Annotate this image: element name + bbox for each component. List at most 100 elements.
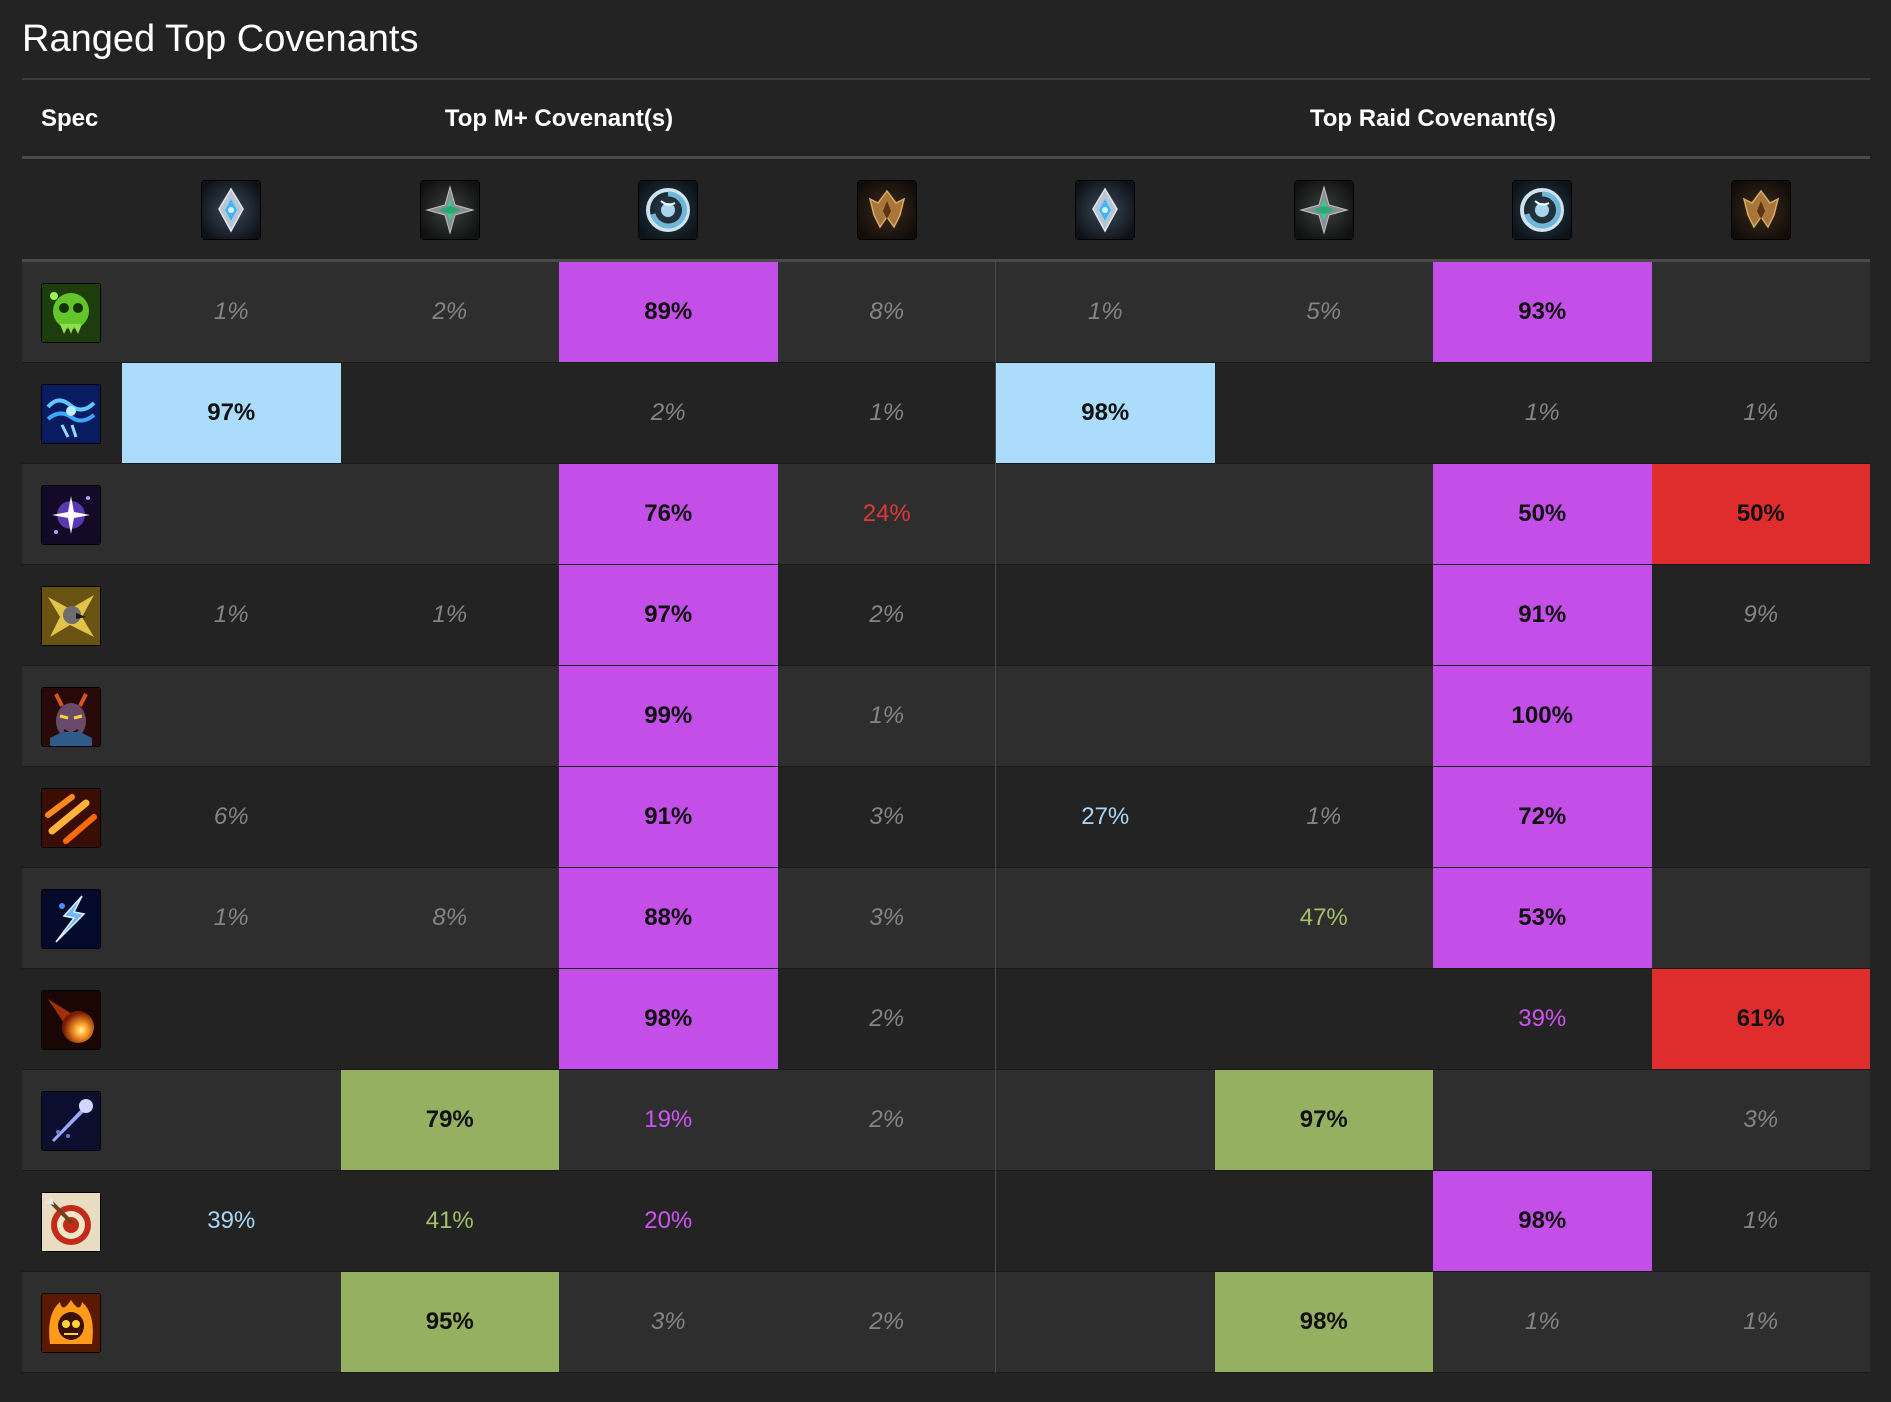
covenant-icon-row bbox=[22, 159, 1870, 259]
raid-necrolord-cell: 72% bbox=[1433, 767, 1652, 867]
mplus-venthyr-cell: 3% bbox=[869, 904, 905, 931]
mplus-kyrian-cell bbox=[122, 1272, 341, 1372]
table-row: 1% 1% 97% 2% 91% 9% bbox=[22, 565, 1870, 666]
mplus-necrolord-cell: 88% bbox=[559, 868, 778, 968]
mplus-necrolord-cell: 99% bbox=[559, 666, 778, 766]
raid-venthyr-cell: 50% bbox=[1651, 464, 1870, 564]
table-row: 76% 24% 50% 50% bbox=[22, 464, 1870, 565]
raid-venthyr-cell: 9% bbox=[1743, 601, 1779, 628]
raid-necrolord-cell: 98% bbox=[1433, 1171, 1652, 1271]
mplus-venthyr-cell: 3% bbox=[869, 803, 905, 830]
raid-night-fae-icon bbox=[1293, 180, 1354, 240]
raid-venthyr-icon bbox=[1730, 180, 1791, 240]
spec-fire-streaks-icon bbox=[41, 788, 101, 848]
header-divider bbox=[22, 156, 1870, 159]
spec-demon-face-icon bbox=[41, 687, 101, 747]
mplus-necrolord-cell: 98% bbox=[559, 969, 778, 1069]
mplus-raid-divider bbox=[995, 262, 996, 1373]
spec-column-header: Spec bbox=[41, 105, 99, 132]
spec-green-skull-icon bbox=[41, 283, 101, 343]
mplus-necrolord-cell: 3% bbox=[650, 1308, 686, 1335]
mplus-night-fae-cell: 41% bbox=[425, 1207, 474, 1234]
raid-kyrian-cell bbox=[996, 565, 1215, 665]
mplus-night-fae-cell: 2% bbox=[432, 298, 468, 325]
mplus-kyrian-cell: 97% bbox=[122, 363, 341, 463]
mplus-night-fae-cell bbox=[341, 363, 560, 463]
raid-night-fae-cell bbox=[1215, 464, 1434, 564]
mplus-kyrian-cell: 1% bbox=[213, 298, 249, 325]
raid-night-fae-cell bbox=[1215, 1171, 1434, 1271]
raid-kyrian-cell: 98% bbox=[996, 363, 1215, 463]
mplus-necrolord-cell: 2% bbox=[650, 399, 686, 426]
raid-necrolord-cell: 93% bbox=[1433, 262, 1652, 362]
mplus-night-fae-cell: 8% bbox=[432, 904, 468, 931]
mplus-venthyr-cell bbox=[778, 1171, 997, 1271]
spec-purple-star-icon bbox=[41, 485, 101, 545]
raid-night-fae-cell: 98% bbox=[1214, 1272, 1433, 1372]
raid-venthyr-cell bbox=[1652, 666, 1871, 766]
raid-kyrian-cell: 1% bbox=[1087, 298, 1123, 325]
mplus-kyrian-cell bbox=[122, 464, 341, 564]
table-row: 79% 19% 2% 97% 3% bbox=[22, 1070, 1870, 1171]
table-row: 95% 3% 2% 98% 1% 1% bbox=[22, 1272, 1870, 1373]
raid-night-fae-cell bbox=[1215, 363, 1434, 463]
table-row: 39% 41% 20% 98% 1% bbox=[22, 1171, 1870, 1272]
mplus-venthyr-cell: 2% bbox=[869, 1106, 905, 1133]
raid-necrolord-cell: 91% bbox=[1433, 565, 1652, 665]
raid-venthyr-cell bbox=[1652, 868, 1871, 968]
raid-night-fae-cell: 5% bbox=[1306, 298, 1342, 325]
mplus-night-fae-cell: 1% bbox=[432, 601, 468, 628]
raid-venthyr-cell bbox=[1652, 262, 1871, 362]
mplus-night-fae-cell: 79% bbox=[340, 1070, 559, 1170]
raid-night-fae-cell bbox=[1215, 666, 1434, 766]
raid-necrolord-cell: 100% bbox=[1433, 666, 1652, 766]
mplus-kyrian-icon bbox=[201, 180, 262, 240]
table-row: 1% 8% 88% 3% 47% 53% bbox=[22, 868, 1870, 969]
raid-kyrian-cell bbox=[996, 464, 1215, 564]
raid-kyrian-cell bbox=[996, 1171, 1215, 1271]
covenant-table-body: 1% 2% 89% 8% 1% 5% 93% 97% 2% 1% 98% 1% 1% 76% 24% 50% 5… bbox=[22, 262, 1870, 1373]
mplus-venthyr-cell: 8% bbox=[869, 298, 905, 325]
raid-kyrian-cell bbox=[996, 969, 1215, 1069]
mplus-venthyr-cell: 2% bbox=[869, 1308, 905, 1335]
mplus-necrolord-cell: 20% bbox=[644, 1207, 693, 1234]
raid-night-fae-cell bbox=[1215, 565, 1434, 665]
mplus-night-fae-cell bbox=[341, 767, 560, 867]
raid-venthyr-cell: 1% bbox=[1743, 399, 1779, 426]
mplus-necrolord-cell: 89% bbox=[559, 262, 778, 362]
table-row: 6% 91% 3% 27% 1% 72% bbox=[22, 767, 1870, 868]
raid-night-fae-cell: 97% bbox=[1214, 1070, 1433, 1170]
table-row: 99% 1% 100% bbox=[22, 666, 1870, 767]
mplus-necrolord-cell: 97% bbox=[559, 565, 778, 665]
raid-column-header: Top Raid Covenant(s) bbox=[1309, 105, 1557, 132]
raid-necrolord-cell bbox=[1433, 1070, 1652, 1170]
raid-necrolord-cell: 1% bbox=[1524, 399, 1560, 426]
mplus-kyrian-cell: 1% bbox=[213, 904, 249, 931]
mplus-necrolord-cell: 91% bbox=[559, 767, 778, 867]
spec-frost-bolt-icon bbox=[41, 1091, 101, 1151]
mplus-kyrian-cell: 39% bbox=[207, 1207, 256, 1234]
table-row: 97% 2% 1% 98% 1% 1% bbox=[22, 363, 1870, 464]
mplus-necrolord-cell: 76% bbox=[559, 464, 778, 564]
mplus-venthyr-icon bbox=[856, 180, 917, 240]
mplus-venthyr-cell: 2% bbox=[869, 601, 905, 628]
mplus-necrolord-icon bbox=[638, 180, 699, 240]
mplus-kyrian-cell bbox=[122, 969, 341, 1069]
spec-blue-wave-icon bbox=[41, 384, 101, 444]
mplus-venthyr-cell: 2% bbox=[869, 1005, 905, 1032]
raid-kyrian-cell bbox=[996, 868, 1215, 968]
raid-venthyr-cell: 1% bbox=[1743, 1207, 1779, 1234]
mplus-night-fae-icon bbox=[419, 180, 480, 240]
raid-necrolord-cell: 50% bbox=[1433, 464, 1652, 564]
raid-kyrian-icon bbox=[1075, 180, 1136, 240]
raid-venthyr-cell bbox=[1652, 767, 1871, 867]
mplus-venthyr-cell: 1% bbox=[869, 399, 905, 426]
raid-necrolord-cell: 53% bbox=[1433, 868, 1652, 968]
title-divider bbox=[22, 78, 1870, 80]
mplus-kyrian-cell bbox=[122, 1070, 341, 1170]
page-title: Ranged Top Covenants bbox=[22, 18, 419, 60]
raid-venthyr-cell: 61% bbox=[1651, 969, 1870, 1069]
raid-night-fae-cell: 47% bbox=[1299, 904, 1348, 931]
raid-necrolord-cell: 1% bbox=[1524, 1308, 1560, 1335]
raid-venthyr-cell: 3% bbox=[1743, 1106, 1779, 1133]
